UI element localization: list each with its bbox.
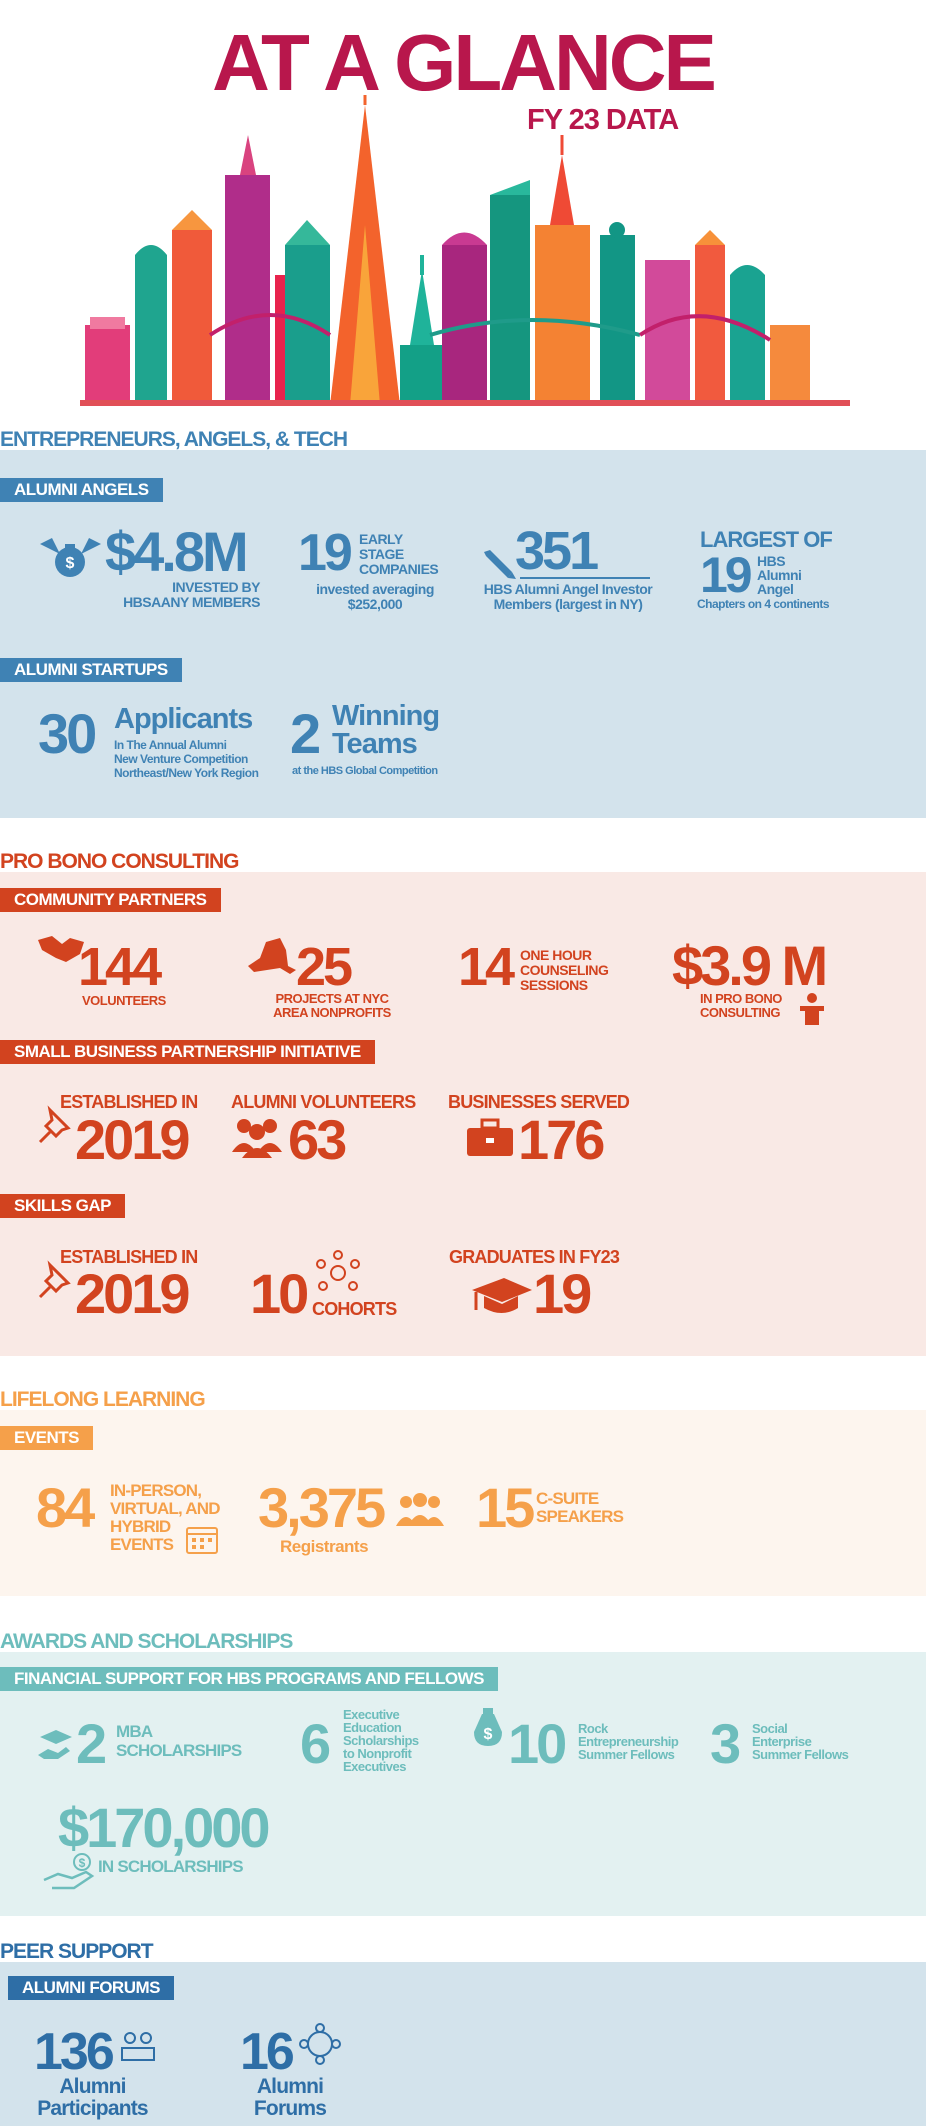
calendar-icon <box>186 1527 218 1554</box>
sbpi-established-label: ESTABLISHED IN <box>60 1092 198 1112</box>
scholarships-total-caption: IN SCHOLARSHIPS <box>98 1857 244 1876</box>
network-people-icon <box>316 1250 360 1291</box>
forum-network-icon <box>299 2023 341 2065</box>
page-title: AT A GLANCE <box>212 18 717 107</box>
svg-text:$: $ <box>484 1726 493 1743</box>
pushpin-icon <box>38 1105 71 1144</box>
teams-label: Winning Teams <box>332 700 440 760</box>
angel-members-caption: HBS Alumni Angel Investor Members (larges… <box>483 581 653 612</box>
peer-heading: PEER SUPPORT <box>0 1940 154 1963</box>
meeting-people-icon <box>121 2032 155 2061</box>
volunteers-caption: VOLUNTEERS <box>82 993 166 1008</box>
speaker-podium-icon <box>800 993 824 1025</box>
entrepreneurs-heading: ENTREPRENEURS, ANGELS, & TECH <box>0 428 348 451</box>
divider <box>520 577 650 579</box>
lifelong-section <box>0 1410 926 1596</box>
registrants-caption: Registrants <box>280 1537 369 1556</box>
participants-caption: Alumni Participants <box>37 2075 148 2120</box>
businesses-served-value: 176 <box>518 1108 605 1171</box>
probono-section <box>0 872 926 1356</box>
graduates-value: 19 <box>533 1262 592 1325</box>
forums-value: 16 <box>240 2023 295 2081</box>
participants-value: 136 <box>34 2023 115 2081</box>
rock-label: Rock Entrepreneurship Summer Fellows <box>578 1721 679 1762</box>
events-label: IN-PERSON, VIRTUAL, AND HYBRID EVENTS <box>110 1481 221 1554</box>
people-group-icon <box>396 1493 444 1526</box>
alumni-forums-tag: ALUMNI FORUMS <box>8 1976 174 2000</box>
invested-value: $4.8M <box>105 520 249 583</box>
applicants-caption: In The Annual Alumni New Venture Competit… <box>114 738 259 780</box>
sbpi-tag: SMALL BUSINESS PARTNERSHIP INITIATIVE <box>0 1040 375 1064</box>
svg-text:$: $ <box>66 555 75 572</box>
teams-caption: at the HBS Global Competition <box>292 765 438 777</box>
sbpi-volunteers-value: 63 <box>288 1108 347 1171</box>
social-label: Social Enterprise Summer Fellows <box>752 1721 849 1762</box>
volunteers-value: 144 <box>78 937 162 997</box>
registrants-value: 3,375 <box>258 1476 386 1539</box>
largest-caption: Chapters on 4 continents <box>697 597 830 611</box>
entrepreneurs-section <box>0 450 926 818</box>
skills-established-label: ESTABLISHED IN <box>60 1247 198 1267</box>
briefcase-icon <box>467 1118 513 1156</box>
largest-sub: HBS Alumni Angel <box>757 553 802 597</box>
social-value: 3 <box>710 1712 741 1775</box>
angel-members-value: 351 <box>515 521 599 581</box>
group-people-icon <box>232 1119 282 1158</box>
financial-support-tag: FINANCIAL SUPPORT FOR HBS PROGRAMS AND F… <box>0 1667 498 1691</box>
invested-caption: INVESTED BY HBSAANY MEMBERS <box>123 579 260 610</box>
graduation-hand-icon <box>38 1730 72 1759</box>
graduates-label: GRADUATES IN FY23 <box>449 1247 620 1267</box>
scholarships-total-value: $170,000 <box>58 1796 271 1859</box>
sessions-label: ONE HOUR COUNSELING SESSIONS <box>520 947 609 993</box>
exec-ed-label: Executive Education Scholarships to Nonprof… <box>343 1707 419 1774</box>
rock-value: 10 <box>508 1712 567 1775</box>
city-skyline-illustration <box>80 95 850 406</box>
early-stage-caption: invested averaging $252,000 <box>316 581 434 612</box>
early-stage-label: EARLY STAGE COMPANIES <box>359 531 439 577</box>
money-bag-wings-icon: $ <box>40 538 101 577</box>
events-value: 84 <box>36 1476 95 1539</box>
svg-text:$: $ <box>79 1856 86 1870</box>
events-tag: EVENTS <box>0 1426 94 1450</box>
awards-section <box>0 1652 926 1916</box>
cohorts-value: 10 <box>250 1262 309 1325</box>
sessions-value: 14 <box>458 937 515 997</box>
largest-value: 19 <box>700 547 753 603</box>
early-stage-value: 19 <box>298 524 353 582</box>
handshake-icon <box>38 936 84 962</box>
exec-ed-value: 6 <box>300 1712 331 1775</box>
mba-value: 2 <box>76 1712 107 1775</box>
skills-gap-tag: SKILLS GAP <box>0 1194 126 1218</box>
pro-bono-caption: IN PRO BONO CONSULTING <box>700 991 782 1020</box>
projects-value: 25 <box>296 937 353 997</box>
mba-label: MBA SCHOLARSHIPS <box>116 1722 242 1760</box>
pro-bono-value: $3.9 M <box>672 934 828 997</box>
lifelong-heading: LIFELONG LEARNING <box>0 1388 206 1411</box>
alumni-angels-tag: ALUMNI ANGELS <box>0 478 163 502</box>
forums-caption: Alumni Forums <box>253 2075 327 2120</box>
applicants-label: Applicants <box>114 703 253 735</box>
businesses-served-label: BUSINESSES SERVED <box>448 1092 630 1112</box>
speakers-label: C-SUITE SPEAKERS <box>536 1489 624 1526</box>
community-partners-tag: COMMUNITY PARTNERS <box>0 888 221 912</box>
skills-established-value: 2019 <box>75 1262 191 1325</box>
pen-icon <box>484 550 516 579</box>
page-subtitle: FY 23 DATA <box>527 104 679 136</box>
sbpi-volunteers-label: ALUMNI VOLUNTEERS <box>231 1092 416 1112</box>
applicants-value: 30 <box>38 702 97 765</box>
new-york-state-icon <box>248 938 296 974</box>
largest-label: LARGEST OF <box>700 527 833 552</box>
awards-heading: AWARDS AND SCHOLARSHIPS <box>0 1630 293 1653</box>
teams-value: 2 <box>290 702 321 765</box>
hand-coin-icon: $ <box>43 1853 95 1890</box>
graduation-cap-icon <box>472 1278 532 1313</box>
probono-heading: PRO BONO CONSULTING <box>0 850 239 873</box>
speakers-value: 15 <box>476 1476 535 1539</box>
pushpin-icon <box>38 1260 71 1299</box>
money-bag-icon: $ <box>474 1708 502 1746</box>
projects-caption: PROJECTS AT NYC AREA NONPROFITS <box>273 991 391 1020</box>
sbpi-established-value: 2019 <box>75 1108 191 1171</box>
alumni-startups-tag: ALUMNI STARTUPS <box>0 658 182 682</box>
cohorts-label: COHORTS <box>312 1299 397 1319</box>
